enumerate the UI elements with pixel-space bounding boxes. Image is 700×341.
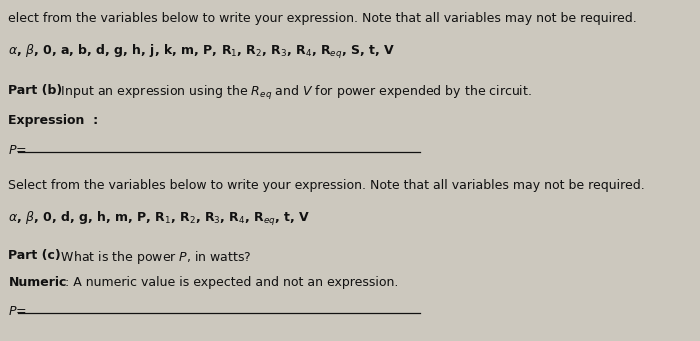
Text: Numeric: Numeric: [8, 276, 66, 289]
Text: elect from the variables below to write your expression. Note that all variables: elect from the variables below to write …: [8, 12, 637, 25]
Text: Part (c): Part (c): [8, 249, 61, 262]
Text: $\it{P}$=: $\it{P}$=: [8, 305, 27, 318]
Text: : A numeric value is expected and not an expression.: : A numeric value is expected and not an…: [57, 276, 399, 289]
Text: $\it{P}$=: $\it{P}$=: [8, 144, 27, 157]
Text: $\alpha$, $\beta$, 0, d, g, h, m, P, R$_1$, R$_2$, R$_3$, R$_4$, R$_{eq}$, t, V: $\alpha$, $\beta$, 0, d, g, h, m, P, R$_…: [8, 210, 311, 228]
Text: Select from the variables below to write your expression. Note that all variable: Select from the variables below to write…: [8, 179, 645, 192]
Text: Part (b): Part (b): [8, 84, 63, 97]
Text: Input an expression using the $R_{eq}$ and $V$ for power expended by the circuit: Input an expression using the $R_{eq}$ a…: [57, 84, 533, 102]
Text: Expression  :: Expression :: [8, 114, 99, 127]
Text: What is the power $\it{P}$, in watts?: What is the power $\it{P}$, in watts?: [57, 249, 252, 266]
Text: $\alpha$, $\beta$, 0, a, b, d, g, h, j, k, m, P, R$_1$, R$_2$, R$_3$, R$_4$, R$_: $\alpha$, $\beta$, 0, a, b, d, g, h, j, …: [8, 43, 395, 61]
